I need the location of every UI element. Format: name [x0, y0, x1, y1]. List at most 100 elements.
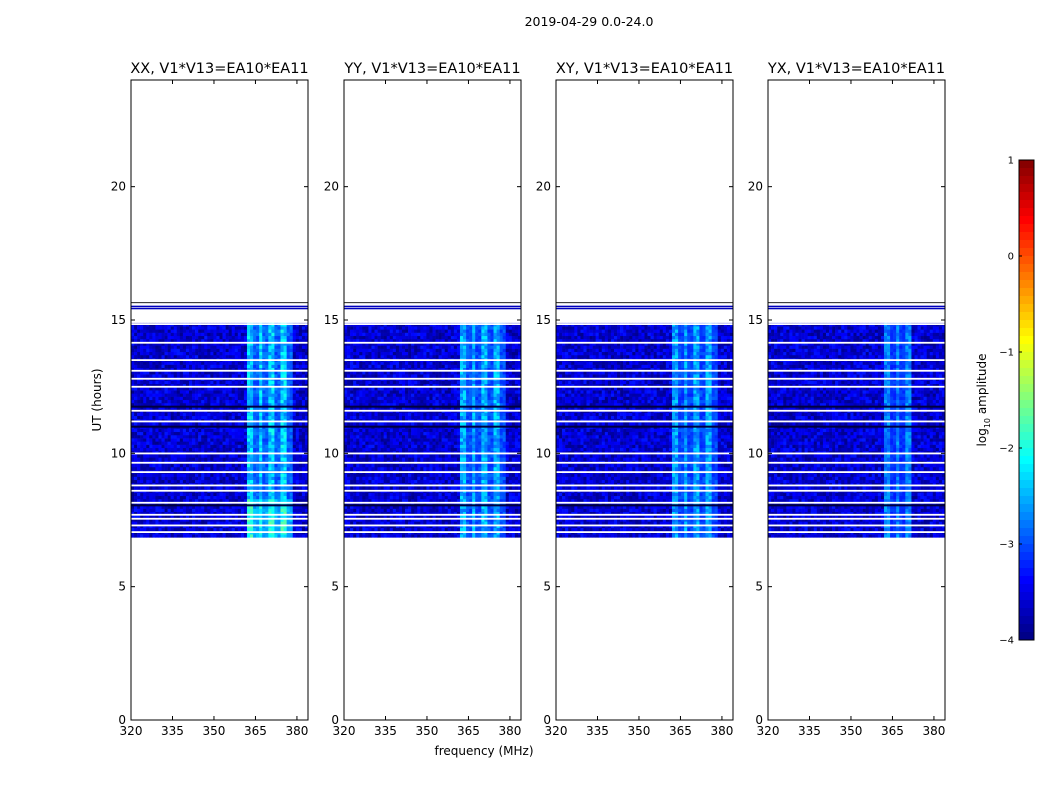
heatmap-cell [176, 380, 181, 385]
heatmap-cell [198, 463, 202, 468]
heatmap-cell [185, 399, 190, 404]
heatmap-cell [201, 386, 205, 391]
heatmap-cell [143, 396, 147, 401]
heatmap-cell [505, 511, 510, 516]
heatmap-cell [146, 454, 150, 458]
heatmap-cell [131, 511, 135, 516]
heatmap-cell [131, 370, 135, 375]
heatmap-cell [271, 374, 275, 378]
heatmap-cell [289, 457, 294, 461]
heatmap-cell [511, 508, 516, 513]
heatmap-cell [289, 511, 294, 516]
heatmap-cell [508, 479, 513, 484]
heatmap-cell [256, 527, 260, 532]
heatmap-cell [210, 380, 214, 385]
heatmap-cell [188, 431, 193, 436]
heatmap-cell [265, 502, 269, 506]
heatmap-cell [204, 444, 208, 449]
heatmap-cell [219, 476, 223, 481]
heatmap-cell [225, 335, 229, 340]
heatmap-cell [182, 329, 187, 333]
heatmap-cell [192, 492, 196, 497]
heatmap-cell [185, 476, 190, 481]
heatmap-cell [256, 476, 260, 481]
heatmap-cell [192, 534, 196, 538]
heatmap-cell [280, 508, 284, 513]
heatmap-cell [274, 444, 278, 449]
heatmap-cell [237, 457, 242, 461]
heatmap-cell [246, 498, 251, 503]
heatmap-cell [350, 476, 354, 481]
heatmap-cell [195, 498, 199, 503]
heatmap-cell [292, 428, 297, 433]
heatmap-cell [192, 521, 196, 525]
heatmap-cell [374, 514, 378, 519]
heatmap-cell [447, 479, 452, 484]
heatmap-cell [240, 479, 245, 484]
heatmap-cell [253, 412, 257, 417]
heatmap-cell [262, 457, 266, 461]
heatmap-cell [192, 476, 196, 481]
heatmap-cell [146, 463, 150, 468]
heatmap-cell [167, 502, 171, 506]
heatmap-cell [131, 396, 135, 401]
heatmap-cell [167, 463, 171, 468]
heatmap-cell [426, 479, 430, 484]
heatmap-cell [152, 434, 156, 439]
heatmap-cell [401, 498, 406, 503]
heatmap-cell [210, 422, 214, 426]
heatmap-cell [380, 534, 384, 538]
heatmap-cell [256, 428, 260, 433]
heatmap-cell [201, 348, 205, 353]
heatmap-cell [140, 332, 144, 337]
heatmap-cell [204, 463, 208, 468]
heatmap-cell [170, 505, 175, 509]
heatmap-cell [198, 332, 202, 337]
heatmap-cell [240, 534, 245, 538]
heatmap-cell [234, 335, 239, 340]
heatmap-cell [222, 492, 226, 497]
heatmap-cell [256, 415, 260, 420]
heatmap-cell [277, 348, 281, 353]
heatmap-cell [222, 393, 226, 397]
heatmap-cell [271, 518, 275, 522]
heatmap-cell [459, 508, 464, 513]
heatmap-cell [192, 364, 196, 369]
heatmap-cell [216, 342, 220, 346]
heatmap-cell [131, 479, 135, 484]
heatmap-cell [185, 361, 190, 365]
heatmap-cell [499, 505, 503, 509]
heatmap-cell [185, 479, 190, 484]
heatmap-cell [176, 402, 181, 407]
heatmap-cell [392, 492, 397, 497]
heatmap-cell [161, 412, 165, 417]
heatmap-cell [192, 502, 196, 506]
heatmap-cell [386, 508, 391, 513]
heatmap-cell [204, 498, 208, 503]
heatmap-cell [301, 502, 306, 506]
heatmap-cell [237, 492, 242, 497]
heatmap-cell [204, 326, 208, 330]
heatmap-cell [167, 508, 171, 513]
heatmap-cell [134, 402, 138, 407]
heatmap-cell [377, 495, 381, 500]
heatmap-cell [268, 518, 272, 522]
heatmap-cell [347, 479, 351, 484]
heatmap-cell [256, 354, 260, 359]
heatmap-cell [234, 399, 239, 404]
heatmap-cell [137, 457, 141, 461]
heatmap-cell [408, 495, 412, 500]
heatmap-cell [289, 370, 294, 375]
heatmap-cell [380, 498, 384, 503]
heatmap-cell [389, 505, 394, 509]
heatmap-cell [201, 447, 205, 452]
heatmap-cell [146, 380, 150, 385]
heatmap-cell [143, 479, 147, 484]
heatmap-cell [377, 486, 381, 490]
heatmap-cell [192, 505, 196, 509]
heatmap-cell [295, 498, 300, 503]
heatmap-cell [225, 364, 229, 369]
heatmap-cell [289, 495, 294, 500]
heatmap-cell [350, 527, 354, 532]
heatmap-cell [198, 518, 202, 522]
